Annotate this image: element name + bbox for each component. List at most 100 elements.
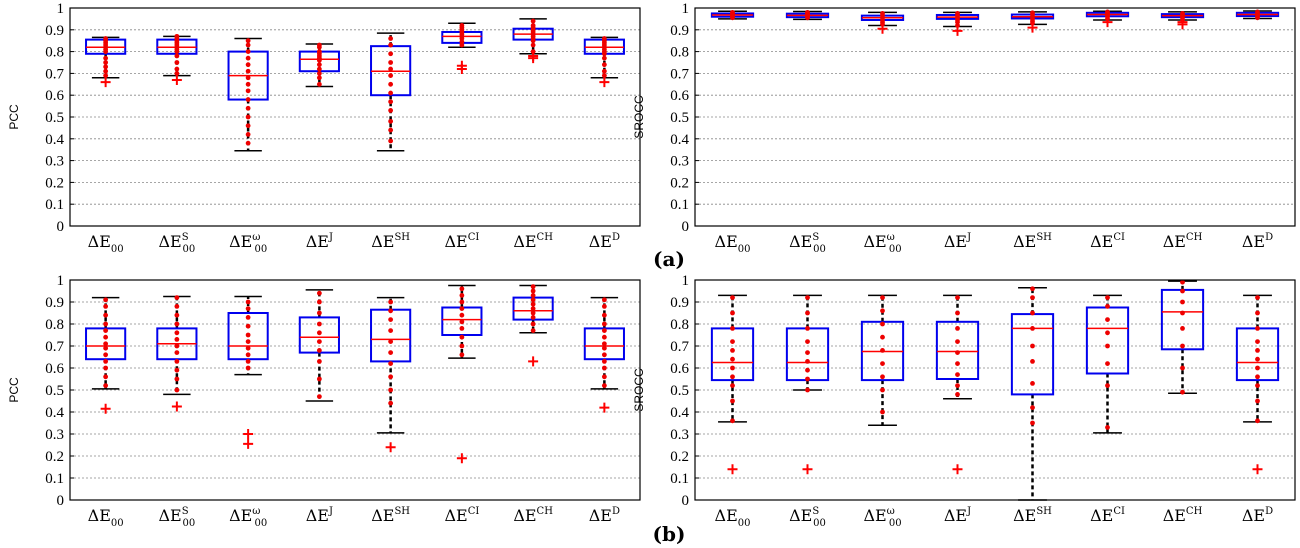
category-base: ΔE — [158, 506, 181, 525]
x-tick-label: ΔECI — [444, 232, 479, 251]
data-point — [316, 75, 322, 81]
data-point — [530, 315, 536, 320]
y-tick-label: 0.5 — [45, 110, 64, 126]
data-point — [1180, 288, 1185, 294]
data-point — [316, 339, 322, 344]
y-tick-label: 0.5 — [670, 110, 689, 126]
box-iqr — [1235, 327, 1280, 382]
data-point — [730, 348, 735, 353]
data-point — [880, 409, 885, 415]
data-point — [601, 341, 607, 347]
data-point — [955, 339, 960, 344]
y-tick-label: 0.6 — [45, 361, 64, 377]
category-base: ΔE — [371, 506, 394, 525]
data-point — [530, 42, 536, 48]
y-tick-label: 0.7 — [45, 339, 64, 355]
data-point — [955, 310, 960, 316]
data-point — [955, 392, 960, 397]
y-tick-label: 0.6 — [670, 88, 689, 104]
category-sup: CI — [1113, 232, 1125, 243]
data-point — [174, 71, 180, 76]
y-tick-label: 0.8 — [670, 45, 689, 61]
data-point — [601, 62, 607, 68]
data-point — [245, 140, 251, 146]
y-tick-label: 0.2 — [670, 449, 689, 465]
data-point — [530, 288, 536, 294]
category-sub: 00 — [738, 518, 751, 529]
x-tick-label: ΔE00 — [715, 232, 751, 255]
data-point — [459, 312, 465, 318]
y-tick-label: 0.9 — [45, 295, 64, 311]
category-base: ΔE — [513, 506, 536, 525]
y-tick-label: 0.5 — [45, 383, 64, 399]
category-sub: 00 — [254, 518, 267, 529]
data-point — [805, 359, 810, 364]
data-point — [388, 361, 394, 366]
data-point — [316, 62, 322, 68]
outlier-marker — [952, 464, 963, 475]
x-tick-label: ΔESH — [371, 232, 410, 251]
data-point — [459, 293, 465, 298]
category-base: ΔE — [1013, 506, 1036, 525]
data-point — [1030, 326, 1035, 331]
data-point — [1180, 343, 1185, 349]
data-point — [174, 376, 180, 382]
data-point — [1030, 420, 1035, 426]
category-sup: D — [612, 232, 620, 243]
box-5 — [1010, 286, 1055, 501]
data-point — [530, 284, 536, 289]
data-point — [316, 290, 322, 296]
box-7 — [1160, 11, 1205, 30]
y-tick-label: 0.6 — [45, 88, 64, 104]
data-point — [174, 337, 180, 342]
x-tick-label: ΔEJ — [306, 506, 333, 525]
data-point — [530, 301, 536, 307]
x-tick-label: ΔES 00 — [158, 232, 195, 255]
outlier-marker — [727, 464, 738, 475]
plot-frame — [694, 279, 1296, 501]
data-point — [103, 312, 109, 318]
x-tick-label: ΔE00 — [715, 506, 751, 529]
data-point — [1030, 405, 1035, 410]
x-tick-label: ΔE00 — [88, 232, 124, 255]
data-point — [1255, 310, 1260, 316]
data-point — [316, 359, 322, 364]
data-point — [1180, 365, 1185, 371]
x-tick-label: ΔECH — [1163, 232, 1203, 251]
data-point — [245, 75, 251, 81]
category-sub: 00 — [813, 518, 826, 529]
category-sup: CH — [537, 506, 554, 517]
category-sup: CI — [468, 506, 480, 517]
data-point — [1180, 326, 1185, 331]
outlier-marker — [1177, 17, 1188, 28]
data-point — [1030, 343, 1035, 349]
data-point — [530, 23, 536, 28]
data-point — [730, 383, 735, 388]
data-point — [1255, 418, 1260, 424]
y-tick-label: 0.9 — [670, 295, 689, 311]
data-point — [103, 68, 109, 74]
outlier-marker — [528, 50, 539, 61]
data-point — [245, 88, 251, 94]
data-point — [316, 299, 322, 305]
box-4 — [298, 42, 340, 88]
category-sup: CI — [1113, 506, 1125, 517]
y-tick-label: 0.9 — [670, 23, 689, 39]
box-7 — [512, 18, 554, 64]
category-base: ΔE — [158, 232, 181, 251]
data-point — [388, 317, 394, 322]
outlier-marker — [528, 356, 539, 367]
y-tick-label: 0.7 — [670, 339, 689, 355]
data-point — [805, 295, 810, 300]
category-base: ΔE — [1242, 506, 1265, 525]
box-1 — [85, 296, 127, 414]
y-axis-label: PCC — [7, 104, 21, 130]
data-point — [103, 297, 109, 303]
data-point — [805, 310, 810, 316]
data-point — [730, 374, 735, 380]
data-point — [955, 326, 960, 331]
data-point — [103, 73, 109, 78]
outlier-marker — [171, 74, 182, 85]
